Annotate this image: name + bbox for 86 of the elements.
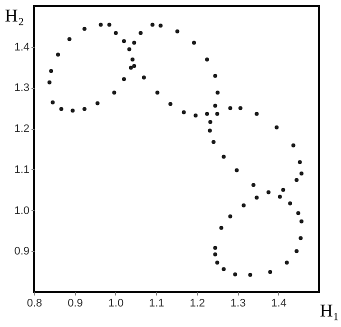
- point: [208, 128, 212, 133]
- point: [182, 110, 186, 114]
- x-tick-label: 1.2: [190, 298, 206, 310]
- x-axis-title: H₁: [320, 300, 340, 320]
- y-axis-title: H₂: [4, 6, 24, 26]
- point: [238, 106, 242, 110]
- point: [298, 160, 302, 164]
- point: [122, 39, 126, 44]
- point: [82, 26, 86, 31]
- point: [291, 143, 296, 148]
- point: [168, 102, 172, 106]
- point: [278, 194, 282, 199]
- point: [150, 22, 154, 27]
- point: [222, 154, 226, 159]
- point: [294, 249, 299, 254]
- point: [299, 172, 304, 176]
- point: [288, 201, 292, 206]
- point: [216, 90, 220, 95]
- x-tick-label: 0.8: [26, 298, 42, 310]
- point: [268, 270, 272, 274]
- point: [228, 106, 232, 110]
- point: [47, 80, 52, 84]
- point: [194, 114, 198, 118]
- point: [215, 260, 220, 265]
- x-tick-label: 1.1: [148, 298, 164, 310]
- y-tick-label: 1.4: [14, 41, 30, 54]
- point: [130, 58, 135, 62]
- point: [114, 30, 118, 35]
- point: [234, 168, 239, 172]
- point: [281, 188, 286, 192]
- point: [233, 272, 238, 276]
- point: [82, 106, 86, 111]
- point: [142, 76, 146, 80]
- point: [284, 260, 289, 265]
- point: [212, 140, 216, 144]
- point: [112, 90, 116, 95]
- point: [274, 125, 279, 130]
- point: [298, 236, 303, 240]
- point: [213, 246, 218, 250]
- point: [132, 64, 136, 68]
- y-tick-label: 1.1: [14, 164, 30, 176]
- point: [213, 104, 218, 108]
- point: [266, 190, 271, 194]
- point: [222, 267, 226, 272]
- point: [294, 178, 299, 182]
- x-tick-label: 1.0: [108, 298, 124, 310]
- point: [122, 77, 126, 82]
- point: [49, 68, 54, 73]
- point: [215, 112, 220, 116]
- point: [248, 272, 252, 277]
- point: [219, 226, 224, 230]
- point: [242, 203, 246, 208]
- point: [208, 120, 212, 124]
- point: [56, 52, 60, 57]
- y-tick-label: 1.2: [14, 123, 30, 136]
- point: [127, 47, 132, 52]
- point: [158, 24, 163, 28]
- x-tick-label: 1.4: [271, 298, 286, 310]
- point: [192, 40, 196, 45]
- point: [107, 22, 112, 27]
- point: [128, 66, 133, 70]
- point: [205, 58, 210, 62]
- point: [254, 112, 259, 116]
- point: [213, 74, 218, 78]
- point: [213, 252, 218, 256]
- point: [132, 40, 136, 45]
- point: [59, 106, 64, 111]
- point: [254, 196, 259, 200]
- x-tick-label: 1.3: [230, 298, 246, 310]
- y-tick-label: 1.3: [14, 82, 30, 94]
- point: [299, 219, 304, 224]
- y-tick-label: 0.9: [14, 246, 30, 258]
- point: [296, 211, 300, 216]
- y-tick-label: 1.0: [14, 204, 30, 217]
- point: [155, 90, 160, 95]
- point: [98, 22, 103, 27]
- point: [138, 30, 143, 35]
- point: [70, 108, 75, 113]
- point: [228, 214, 232, 218]
- point: [251, 182, 256, 187]
- point: [175, 29, 180, 34]
- point: [96, 101, 100, 106]
- point: [67, 37, 72, 42]
- x-tick-label: 0.9: [68, 298, 83, 310]
- point: [205, 112, 210, 116]
- point: [50, 100, 55, 104]
